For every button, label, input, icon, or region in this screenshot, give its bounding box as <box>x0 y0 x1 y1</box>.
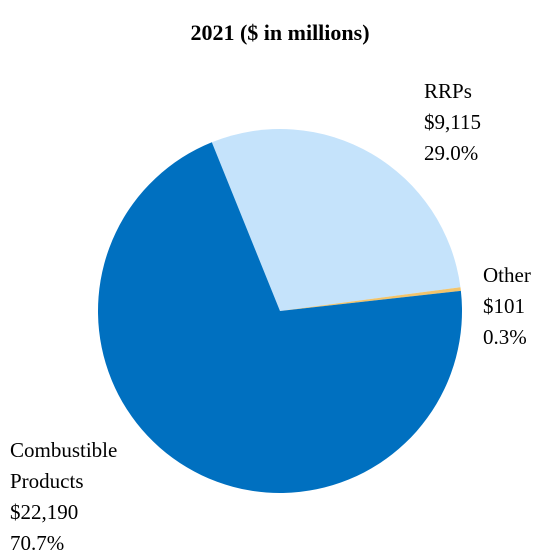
slice-label-name: Other <box>483 263 531 287</box>
slice-label-name: Products <box>10 469 84 493</box>
pie-slices <box>97 128 462 493</box>
slice-label-value: $101 <box>483 294 525 318</box>
pie-slice-rrps <box>211 128 461 311</box>
chart-title: 2021 ($ in millions) <box>190 20 369 45</box>
slice-label-value: $9,115 <box>424 110 481 134</box>
pie-slice-other <box>280 287 461 311</box>
slice-labels: RRPs $9,115 29.0% Other $101 0.3% Combustible P… <box>10 79 531 555</box>
slice-label-name: Combustible <box>10 438 117 462</box>
slice-label-name: RRPs <box>424 79 472 103</box>
slice-label-percent: 70.7% <box>10 531 64 555</box>
slice-label-percent: 0.3% <box>483 325 527 349</box>
slice-label-value: $22,190 <box>10 500 78 524</box>
slice-label-percent: 29.0% <box>424 141 478 165</box>
pie-slice-combustible-products <box>97 142 462 493</box>
